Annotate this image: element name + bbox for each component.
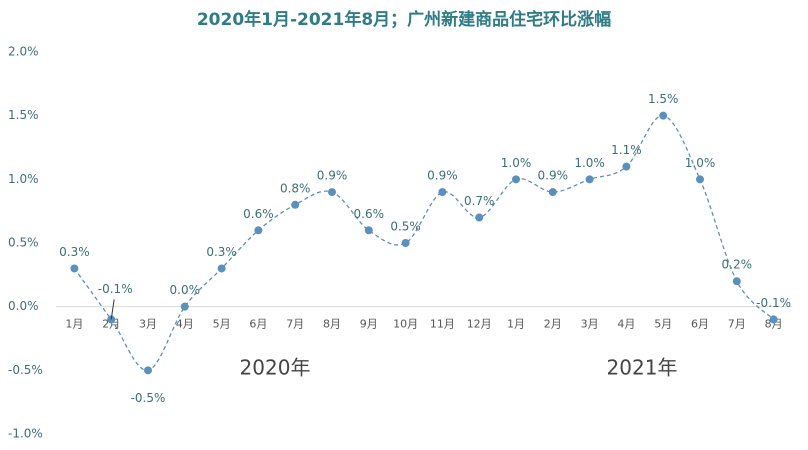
point	[180, 302, 189, 311]
chart-title: 2020年1月-2021年8月；广州新建商品住宅环比涨幅	[197, 9, 611, 30]
data-label: 0.9%	[427, 169, 458, 183]
point	[438, 188, 447, 197]
data-label: 1.0%	[574, 156, 605, 170]
point	[70, 264, 79, 273]
x-tick-label: 1月	[65, 318, 83, 331]
data-label: 0.3%	[206, 245, 237, 259]
x-tick-label: 3月	[581, 318, 599, 331]
y-tick-label: 0.0%	[8, 299, 39, 313]
data-label: 0.8%	[280, 181, 311, 195]
x-tick-label: 4月	[617, 318, 635, 331]
x-tick-label: 1月	[507, 318, 525, 331]
data-label: 1.5%	[648, 92, 679, 106]
data-label: -0.1%	[756, 296, 791, 310]
point	[291, 200, 300, 209]
x-tick-label: 3月	[139, 318, 157, 331]
data-label: 0.6%	[243, 207, 274, 221]
x-tick-label: 8月	[323, 318, 341, 331]
x-tick-label: 5月	[213, 318, 231, 331]
x-tick-label: 7月	[728, 318, 746, 331]
x-tick-label: 2月	[102, 318, 120, 331]
data-label: 1.0%	[501, 156, 532, 170]
x-tick-label: 7月	[286, 318, 304, 331]
data-label: 1.1%	[611, 143, 642, 157]
point	[622, 162, 631, 171]
x-tick-label: 4月	[176, 318, 194, 331]
point	[732, 277, 741, 286]
point	[364, 226, 373, 235]
y-tick-label: -1.0%	[8, 427, 43, 441]
point	[696, 175, 704, 184]
data-label: 0.9%	[538, 169, 569, 183]
line	[73, 115, 775, 371]
annotation: 2021年	[607, 356, 678, 380]
data-label: 0.2%	[722, 258, 753, 272]
point	[328, 188, 336, 197]
y-tick-label: 0.5%	[8, 236, 39, 250]
y-tick-label: 1.5%	[8, 108, 39, 122]
point	[585, 175, 594, 184]
point	[659, 111, 668, 120]
y-tick-label: 2.0%	[8, 45, 39, 59]
x-tick-label: 2月	[544, 318, 562, 331]
point	[254, 226, 263, 235]
x-tick-label: 5月	[654, 318, 672, 331]
point	[144, 366, 152, 375]
x-tick-label: 10月	[393, 318, 418, 331]
data-label: 0.5%	[390, 220, 421, 234]
x-tick-label: 6月	[691, 318, 709, 331]
data-label: 0.6%	[354, 207, 385, 221]
x-tick-label: 11月	[430, 318, 455, 331]
point	[401, 239, 410, 247]
x-tick-label: 8月	[765, 318, 783, 331]
annotation: 2020年	[240, 356, 311, 380]
x-tick-label: 9月	[360, 318, 378, 331]
x-tick-label: 12月	[467, 318, 492, 331]
data-label: 1.0%	[685, 156, 716, 170]
point	[217, 264, 226, 273]
leader-line	[110, 299, 115, 320]
point	[548, 188, 557, 197]
data-label: 0.9%	[317, 169, 348, 183]
data-label: -0.5%	[131, 391, 166, 405]
y-tick-label: 1.0%	[8, 172, 39, 186]
data-label: -0.1%	[98, 282, 133, 296]
point	[769, 315, 778, 324]
y-tick-label: -0.5%	[8, 363, 43, 377]
data-label: 0.0%	[170, 283, 201, 297]
point	[475, 213, 484, 222]
x-tick-label: 6月	[249, 318, 267, 331]
point	[512, 175, 520, 184]
data-label: 0.3%	[59, 245, 90, 259]
data-label: 0.7%	[464, 194, 495, 208]
